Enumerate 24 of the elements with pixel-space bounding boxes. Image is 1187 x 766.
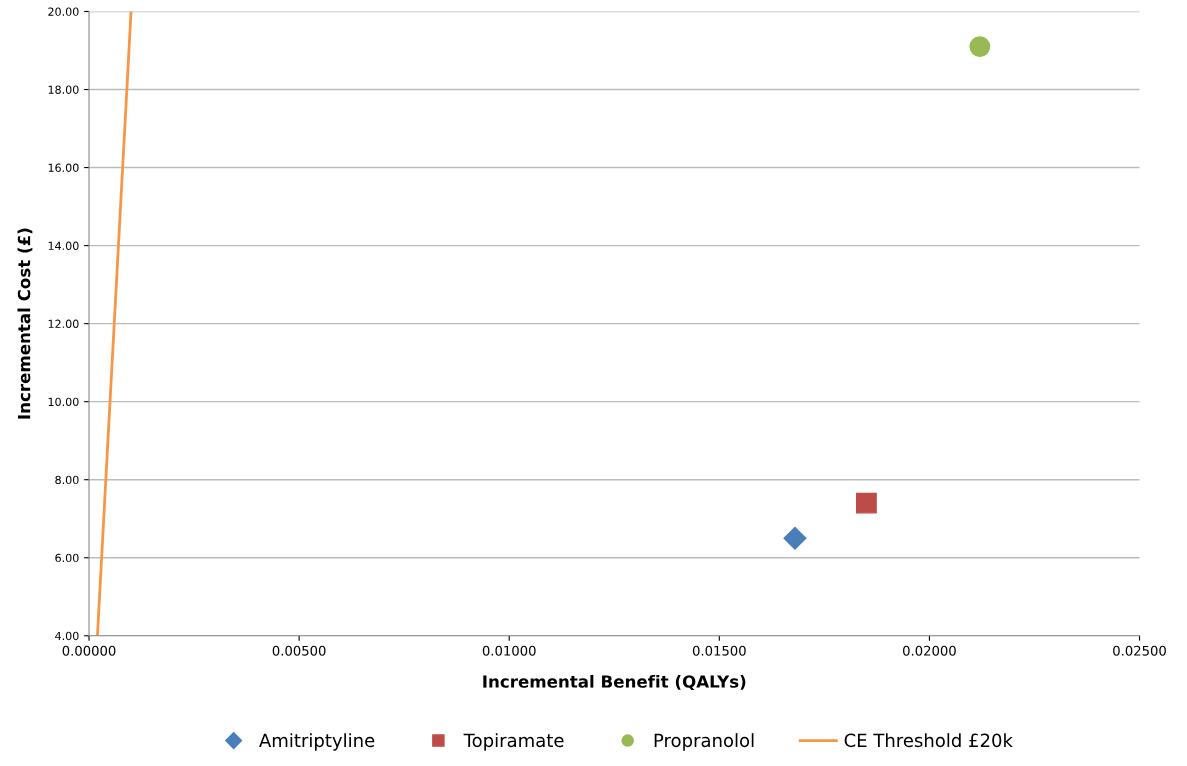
- point: [969, 36, 991, 58]
- legend-label: Topiramate: [463, 733, 564, 751]
- x-tick-label: 0.00000: [62, 645, 116, 656]
- y-tick-label: 8.00: [55, 475, 79, 485]
- legend-label: Amitriptyline: [259, 733, 375, 751]
- x-tick-label: 0.01500: [692, 645, 746, 656]
- x-axis-title: Incremental Benefit (QALYs): [483, 674, 746, 691]
- y-tick-label: 14.00: [48, 241, 79, 250]
- x-tick-label: 0.02500: [1113, 645, 1166, 656]
- y-tick-label: 12.00: [48, 319, 79, 329]
- point: [855, 492, 877, 514]
- x-tick-label: 0.02000: [903, 645, 956, 656]
- y-tick-label: 4.00: [55, 631, 79, 641]
- y-tick-label: 16.00: [48, 163, 79, 172]
- y-tick-label: 6.00: [55, 553, 79, 563]
- x-tick-label: 0.00500: [272, 645, 326, 656]
- x-tick-label: 0.01000: [482, 645, 536, 656]
- legend-label: Propranolol: [654, 733, 754, 751]
- y-axis-title: Incremental Cost (£): [17, 228, 33, 419]
- point: [783, 526, 807, 550]
- legend-label: CE Threshold £20k: [844, 733, 1013, 748]
- y-tick-label: 18.00: [48, 85, 79, 94]
- y-tick-label: 10.00: [48, 397, 79, 407]
- y-tick-label: 20.00: [48, 7, 79, 16]
